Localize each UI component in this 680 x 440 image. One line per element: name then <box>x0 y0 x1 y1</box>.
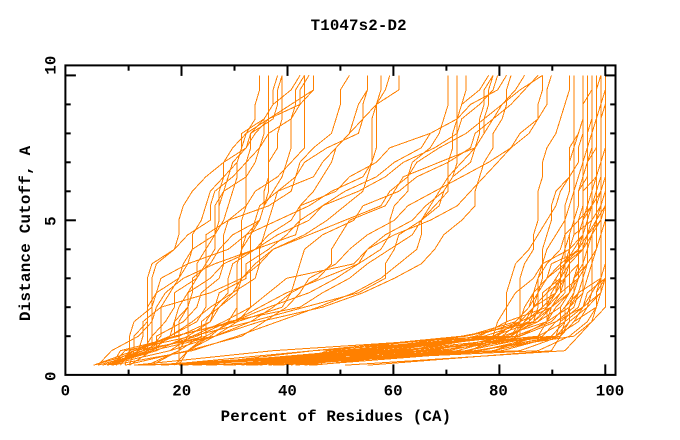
svg-text:80: 80 <box>489 383 508 401</box>
svg-text:100: 100 <box>596 383 624 401</box>
svg-text:Distance Cutoff, A: Distance Cutoff, A <box>17 145 35 321</box>
svg-text:0: 0 <box>61 383 70 401</box>
svg-text:60: 60 <box>384 383 403 401</box>
svg-text:T1047s2-D2: T1047s2-D2 <box>311 17 407 35</box>
svg-text:Percent of Residues (CA): Percent of Residues (CA) <box>221 408 452 426</box>
svg-text:20: 20 <box>172 383 191 401</box>
svg-text:0: 0 <box>43 372 61 381</box>
svg-text:40: 40 <box>278 383 297 401</box>
svg-text:5: 5 <box>43 216 61 225</box>
svg-text:10: 10 <box>43 56 61 75</box>
